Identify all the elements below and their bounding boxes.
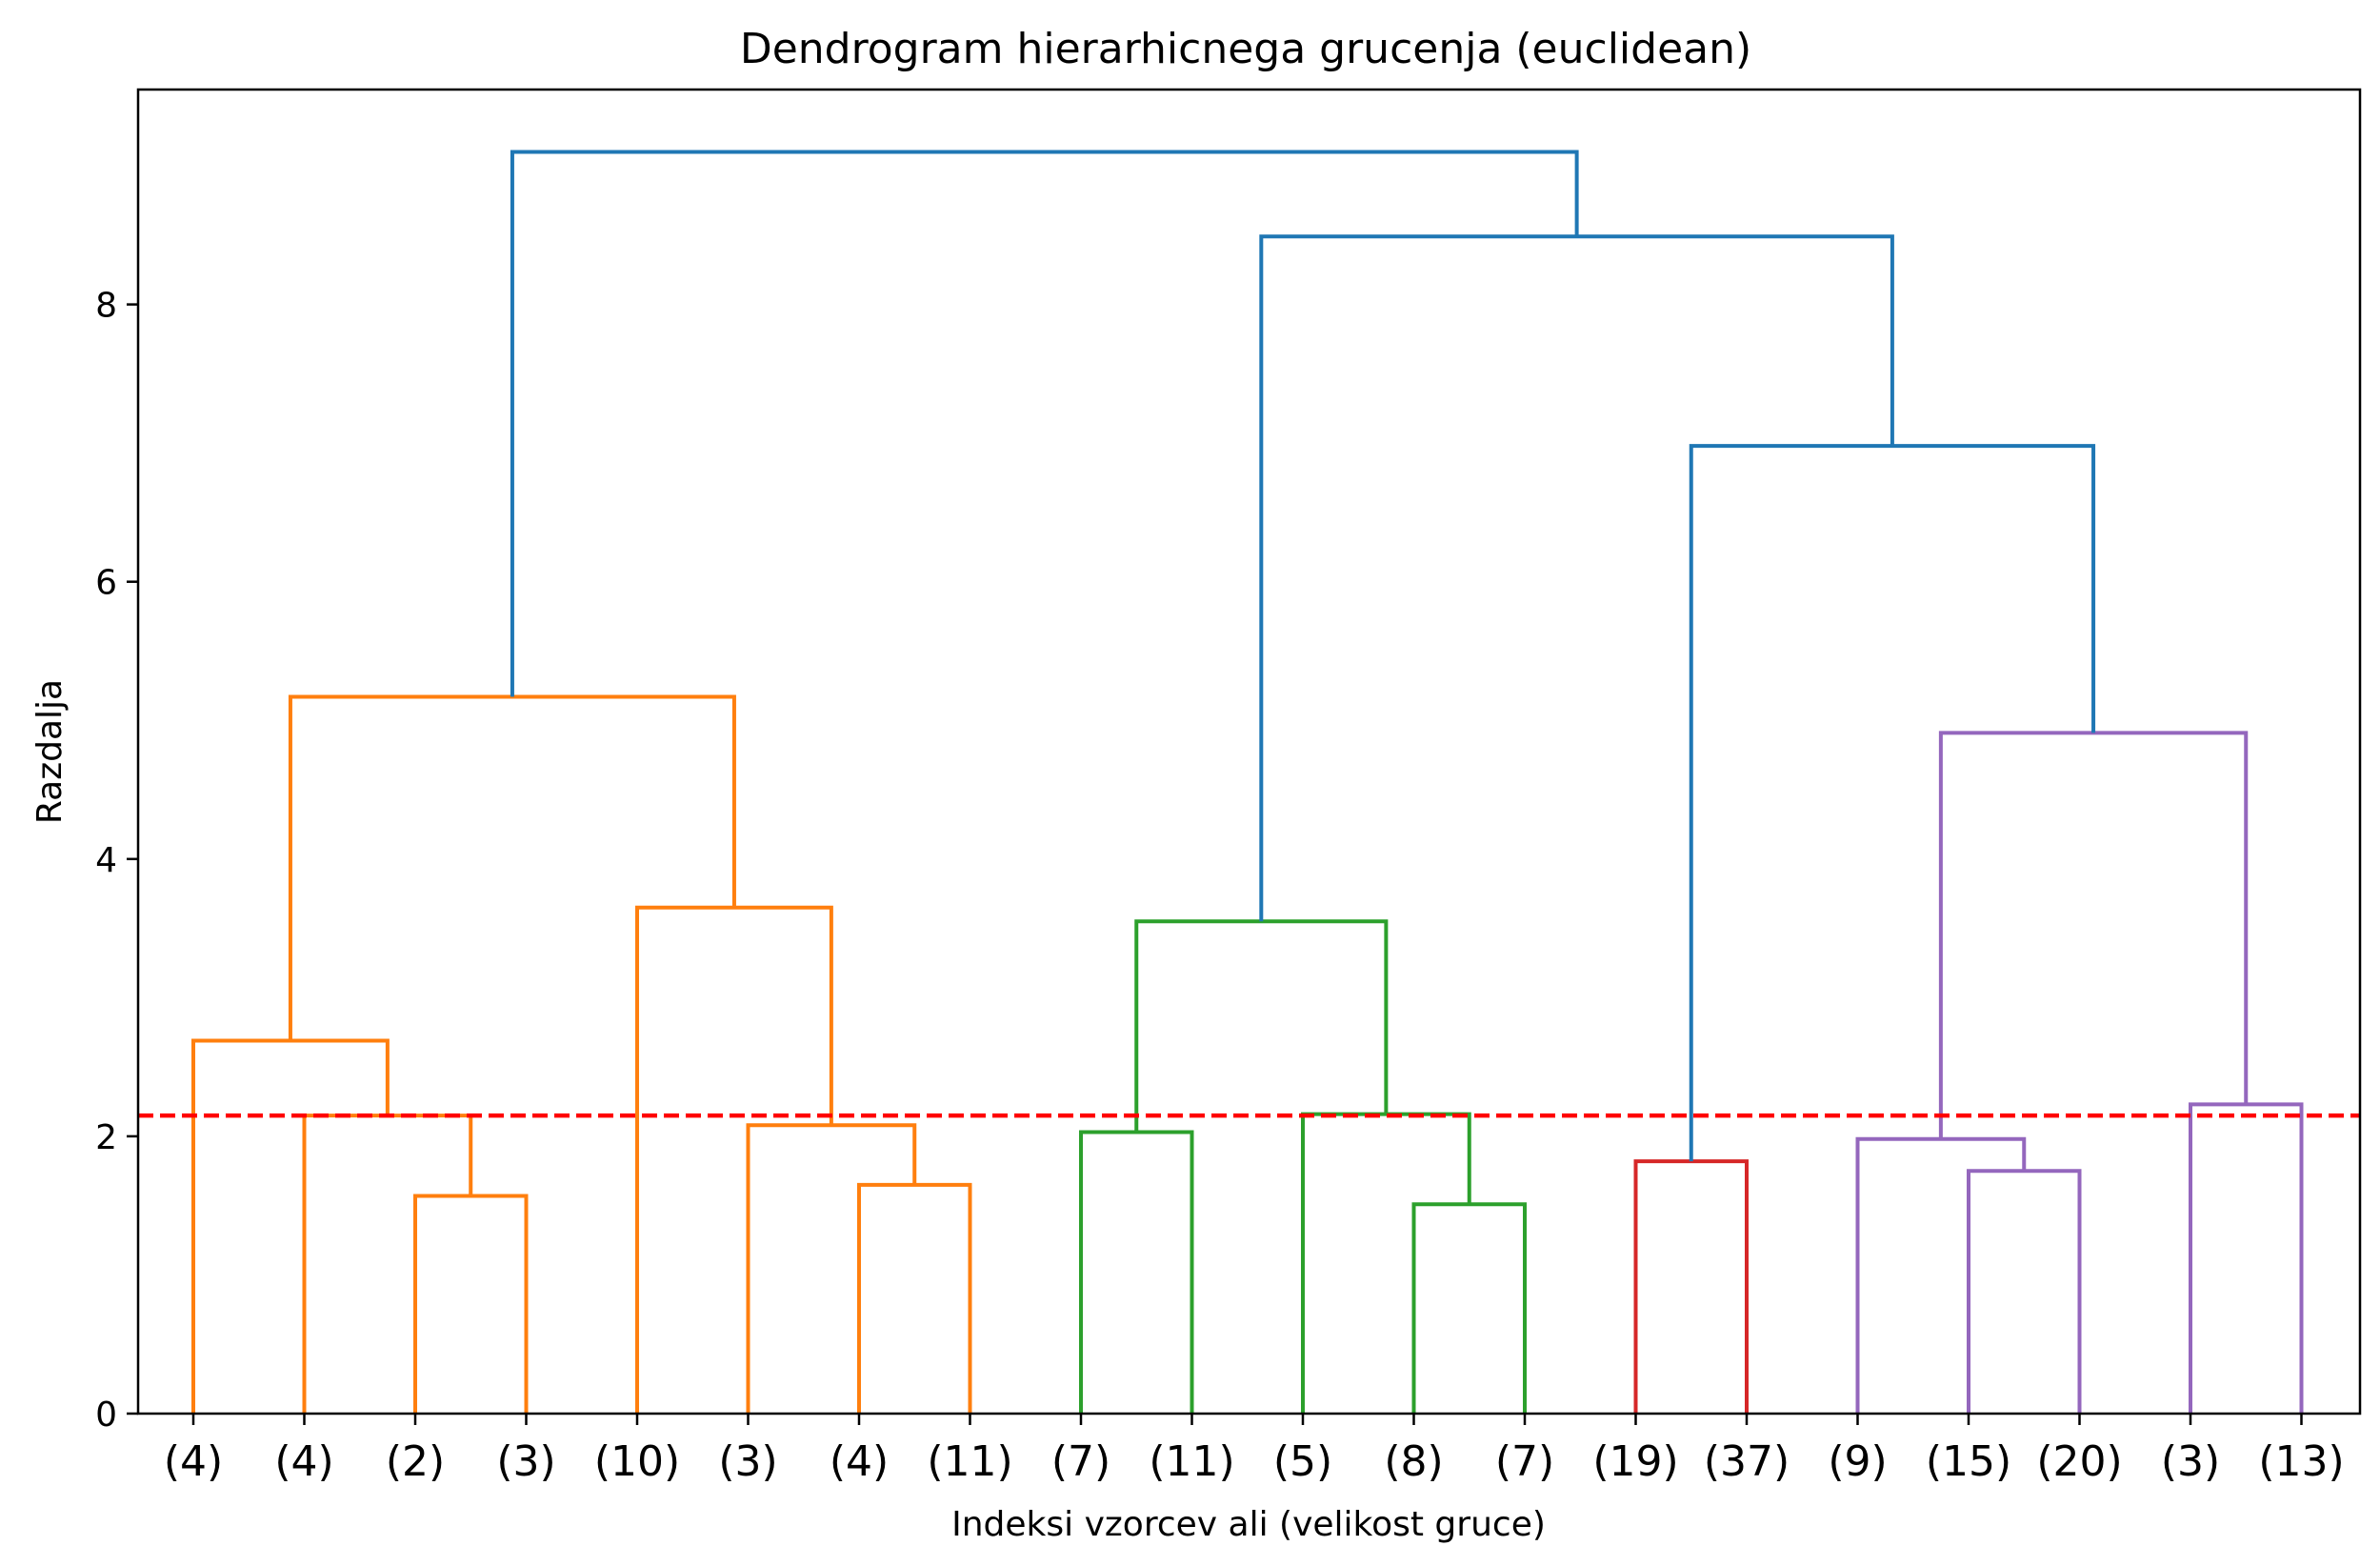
y-tick-label: 0 (95, 1395, 117, 1435)
dendrogram-link-11 (1633, 1159, 1749, 1414)
leaf-label: (7) (1495, 1437, 1554, 1486)
leaf-label: (4) (830, 1437, 889, 1486)
dendrogram-link-12 (1967, 1169, 2082, 1414)
y-axis-label: Razdalja (30, 679, 70, 824)
leaf-label: (8) (1384, 1437, 1443, 1486)
leaf-label: (20) (2036, 1437, 2122, 1486)
leaf-label: (10) (594, 1437, 680, 1486)
y-tick-label: 4 (95, 841, 117, 880)
leaf-label: (4) (274, 1437, 333, 1486)
dendrogram-links (191, 150, 2304, 1414)
leaf-label: (2) (386, 1437, 445, 1486)
leaf-label: (11) (1149, 1437, 1234, 1486)
leaf-label: (37) (1704, 1437, 1790, 1486)
x-axis: (4) (4) (2) (3) (10) (3) (4) (11) (7) (11) (5) (8) (… (164, 1414, 2345, 1486)
x-axis-label: Indeksi vzorcev ali (velikost gruce) (951, 1505, 1546, 1544)
dendrogram-link-8 (1411, 1202, 1527, 1414)
y-tick-label: 6 (95, 564, 117, 603)
dendrogram-link-15 (1938, 731, 2249, 1139)
y-tick-label: 2 (95, 1118, 117, 1157)
dendrogram-link-0 (413, 1194, 529, 1414)
leaf-label: (3) (2161, 1437, 2220, 1486)
leaf-label: (19) (1592, 1437, 1678, 1486)
leaf-label: (7) (1051, 1437, 1110, 1486)
leaf-label: (3) (718, 1437, 777, 1486)
leaf-label: (15) (1926, 1437, 2011, 1486)
leaf-label: (13) (2258, 1437, 2344, 1486)
leaf-label: (5) (1273, 1437, 1332, 1486)
dendrogram-link-4 (746, 1123, 917, 1414)
dendrogram-link-18 (510, 150, 1579, 697)
dendrogram-link-17 (1259, 234, 1894, 922)
leaf-label: (11) (927, 1437, 1012, 1486)
y-tick-label: 8 (95, 287, 117, 326)
chart-title: Dendrogram hierarhicnega grucenja (eucli… (740, 25, 1751, 73)
leaf-label: (4) (164, 1437, 223, 1486)
leaf-label: (9) (1828, 1437, 1887, 1486)
plot-frame (136, 88, 2362, 1415)
dendrogram-link-16 (1689, 444, 2096, 1162)
dendrogram-link-6 (288, 694, 736, 1041)
leaf-label: (3) (496, 1437, 555, 1486)
y-axis: 0 2 4 6 8 (95, 287, 138, 1435)
